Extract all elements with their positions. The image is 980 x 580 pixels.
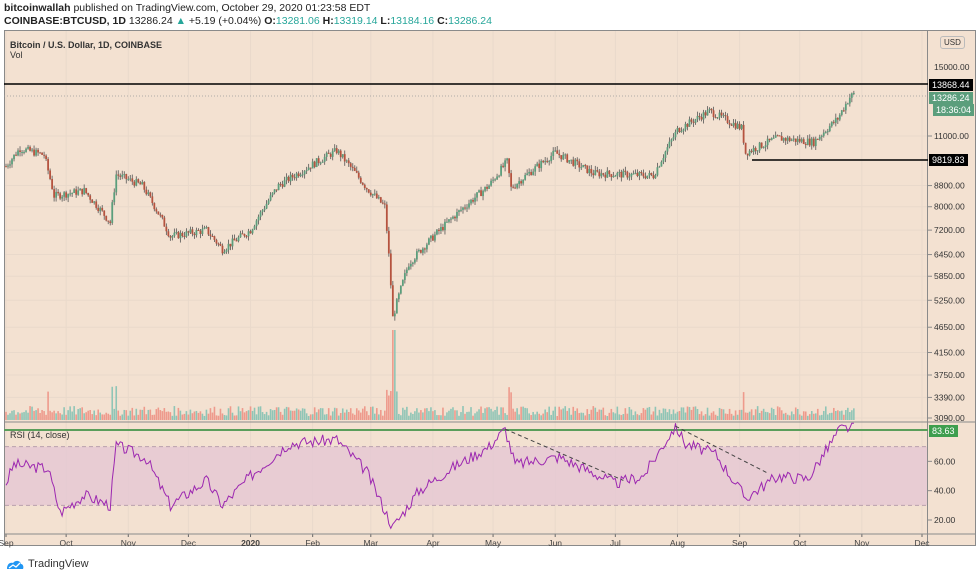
svg-text:Mar: Mar [363,538,378,548]
symbol-label: COINBASE:BTCUSD, 1D [4,15,126,27]
price-change: +5.19 (+0.04%) [188,15,262,27]
price-axis[interactable] [928,30,976,546]
brand-name: TradingView [28,558,89,570]
svg-text:60.00: 60.00 [934,456,956,466]
svg-text:Dec: Dec [181,538,197,548]
resistance-price-tag: 13868.44 [929,79,973,91]
svg-text:Nov: Nov [854,538,870,548]
svg-text:8000.00: 8000.00 [934,202,965,212]
svg-text:Dec: Dec [914,538,930,548]
high-label: H: [322,15,334,27]
svg-text:8800.00: 8800.00 [934,181,965,191]
svg-text:4150.00: 4150.00 [934,347,965,357]
svg-text:Oct: Oct [60,538,74,548]
ohlc-line: COINBASE:BTCUSD, 1D 13286.24 ▲ +5.19 (+0… [4,15,492,28]
svg-text:40.00: 40.00 [934,486,956,496]
author-name[interactable]: bitcoinwallah [4,2,71,14]
svg-text:20.00: 20.00 [934,515,956,525]
svg-text:Apr: Apr [426,538,439,548]
close-label: C: [437,15,449,27]
tradingview-logo-icon [7,560,24,569]
svg-text:3090.00: 3090.00 [934,413,965,423]
svg-text:5850.00: 5850.00 [934,271,965,281]
svg-text:7200.00: 7200.00 [934,225,965,235]
series-title: Bitcoin / U.S. Dollar, 1D, COINBASE [10,40,163,50]
volume-legend: Vol [10,50,23,60]
svg-text:Sep: Sep [0,538,14,548]
last-price: 13286.24 [128,15,173,27]
open-label: O: [264,15,276,27]
currency-label[interactable]: USD [940,36,965,49]
up-arrow-icon: ▲ [175,15,186,27]
svg-text:3750.00: 3750.00 [934,370,965,380]
rsi-legend: RSI (14, close) [10,430,70,440]
svg-text:Feb: Feb [305,538,320,548]
low-value: 13184.16 [390,15,435,27]
svg-text:Oct: Oct [793,538,807,548]
series-legend: Bitcoin / U.S. Dollar, 1D, COINBASE Vol [10,40,162,60]
svg-text:3390.00: 3390.00 [934,392,965,402]
svg-text:Nov: Nov [121,538,137,548]
svg-text:11000.00: 11000.00 [934,131,969,141]
countdown-tag: 18:36:04 [933,104,975,116]
tradingview-brand[interactable]: TradingView [6,558,89,570]
svg-text:5250.00: 5250.00 [934,295,965,305]
svg-text:15000.00: 15000.00 [934,62,970,72]
close-value: 13286.24 [448,15,492,27]
low-label: L: [380,15,391,27]
open-value: 13281.06 [275,15,320,27]
svg-text:2020: 2020 [241,538,260,548]
svg-text:Jun: Jun [548,538,562,548]
svg-text:4650.00: 4650.00 [934,322,965,332]
svg-text:Jul: Jul [610,538,621,548]
publish-info: published on TradingView.com, October 29… [73,2,371,14]
svg-text:Aug: Aug [670,538,685,548]
svg-text:6450.00: 6450.00 [934,250,965,260]
svg-text:Sep: Sep [732,538,747,548]
last-price-tag: 13286.24 [929,92,973,104]
high-value: 13319.14 [333,15,378,27]
publish-header: bitcoinwallah published on TradingView.c… [4,2,492,28]
support-price-tag: 9819.83 [929,154,968,166]
svg-text:May: May [485,538,502,548]
rsi-value-tag: 83.63 [929,425,958,437]
